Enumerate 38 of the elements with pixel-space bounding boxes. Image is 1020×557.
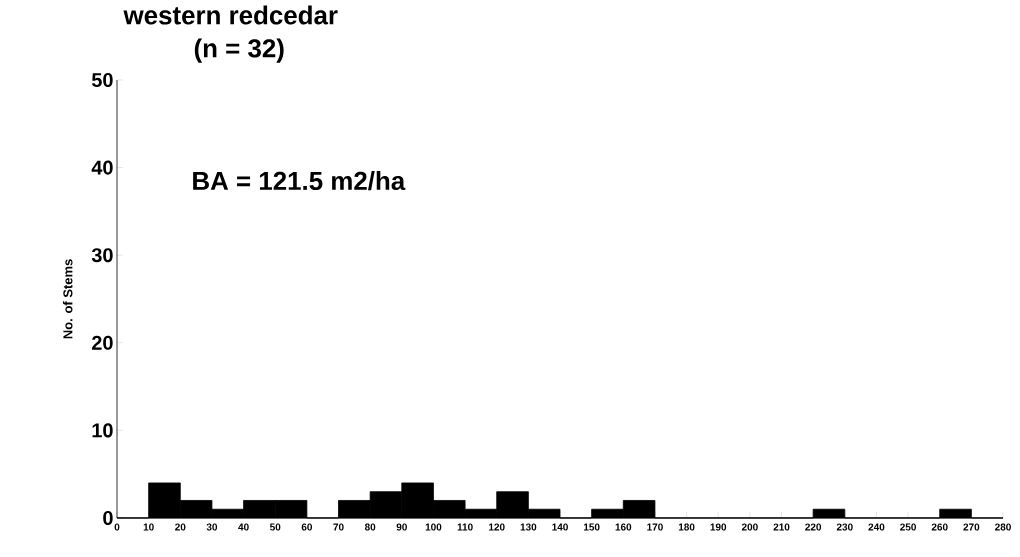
x-tick-label: 70 — [333, 523, 344, 531]
x-tick-label: 90 — [396, 523, 407, 531]
x-tick-label: 20 — [175, 523, 186, 531]
x-tick-label: 200 — [741, 523, 758, 531]
x-tick-label: 0 — [114, 523, 120, 531]
x-tick-label: 190 — [710, 523, 727, 531]
x-tick-label: 240 — [868, 523, 885, 531]
x-tick-label: 270 — [963, 523, 980, 531]
x-tick-label: 120 — [489, 523, 505, 531]
x-tick-label: 40 — [238, 523, 249, 531]
y-tick-label: 40 — [91, 160, 113, 175]
x-tick-label: 230 — [836, 523, 853, 531]
annotation: BA = 121.5 m2/ha — [193, 171, 406, 191]
x-tick-label: 260 — [931, 523, 948, 531]
x-tick-label: 170 — [647, 523, 663, 531]
y-tick-label: 50 — [91, 72, 113, 88]
x-tick-label: 60 — [301, 523, 313, 531]
x-tick-label: 220 — [805, 523, 822, 531]
x-tick-label: 100 — [425, 523, 442, 531]
chart-title: western redcedar — [123, 5, 338, 25]
x-tick-label: 280 — [995, 523, 1011, 531]
x-tick-label: 10 — [143, 523, 154, 531]
x-tick-label: 140 — [552, 523, 568, 531]
x-tick-label: 130 — [520, 523, 537, 531]
y-tick-label: 30 — [91, 248, 113, 263]
x-tick-label: 50 — [270, 523, 281, 531]
y-axis-title: No. of Stems — [62, 259, 73, 339]
x-tick-label: 160 — [615, 523, 632, 531]
x-tick-label: 180 — [678, 523, 695, 531]
y-tick-label: 10 — [92, 423, 113, 438]
x-tick-label: 30 — [206, 523, 218, 531]
x-tick-label: 150 — [583, 523, 600, 531]
x-tick-label: 80 — [364, 523, 376, 531]
x-tick-label: 210 — [773, 523, 790, 531]
x-tick-label: 250 — [900, 523, 916, 531]
y-tick-label: 20 — [92, 335, 113, 350]
chart-subtitle: (n = 32) — [194, 38, 284, 63]
x-tick-label: 110 — [457, 523, 473, 531]
